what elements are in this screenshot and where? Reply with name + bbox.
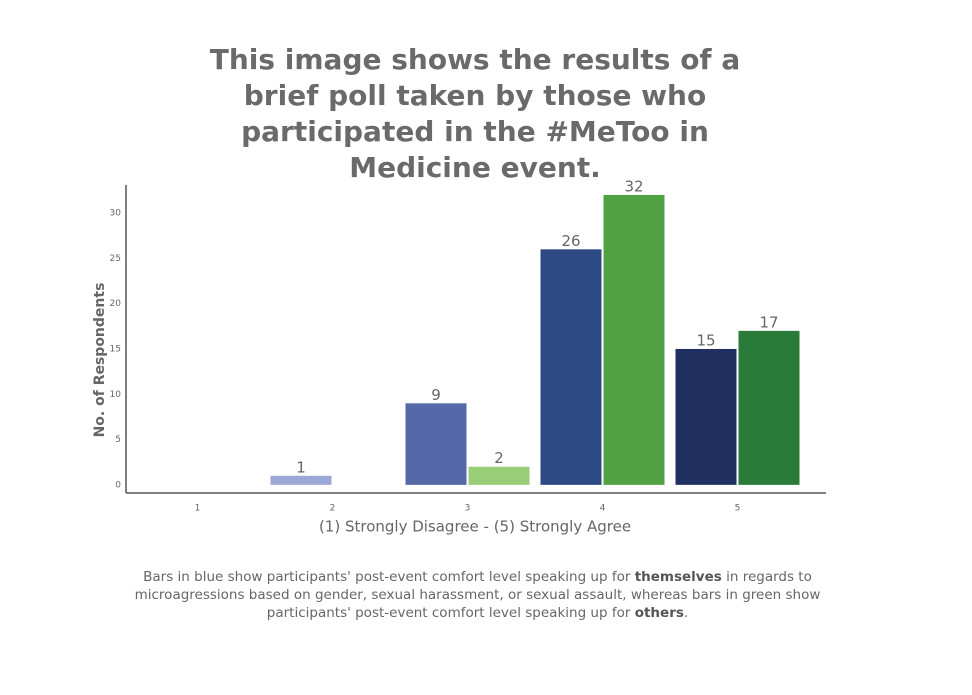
x-tick-label: 3 [465,504,471,514]
y-tick-label: 10 [110,390,122,400]
bar [540,249,602,485]
value-label: 26 [561,232,580,250]
value-label: 15 [696,331,715,349]
caption-text: . [683,605,689,621]
value-label: 17 [759,313,778,331]
bar [675,348,737,485]
y-tick-label: 0 [115,480,121,490]
caption-text: Bars in blue show participants' post-eve… [143,569,635,585]
x-tick-label: 4 [600,504,606,514]
x-tick-label: 1 [195,504,201,514]
value-label: 2 [494,449,504,467]
x-tick-label: 5 [735,504,741,514]
caption-emphasis: themselves [634,569,722,585]
x-axis-label: (1) Strongly Disagree - (5) Strongly Agr… [319,518,631,536]
bar [603,194,665,485]
x-tick-label: 2 [330,504,336,514]
bar [270,475,332,485]
y-tick-label: 15 [110,344,121,354]
caption-emphasis: others [634,605,684,621]
bar [405,403,467,485]
value-label: 1 [296,458,306,476]
y-axis-label: No. of Respondents [92,283,108,438]
chart-title: This image shows the results of a brief … [209,43,741,184]
y-tick-label: 25 [110,254,121,264]
caption-text: in regards to microagressions based on g… [134,569,821,621]
y-tick-label: 5 [115,435,121,445]
bar [468,466,530,485]
caption: Bars in blue show participants' post-eve… [105,568,850,622]
value-label: 9 [431,386,441,404]
chart: No. of Respondents (1) Strongly Disagree… [92,177,826,536]
bar [738,330,800,485]
y-tick-label: 20 [110,299,122,309]
y-tick-label: 30 [110,209,122,219]
value-label: 32 [624,177,643,195]
